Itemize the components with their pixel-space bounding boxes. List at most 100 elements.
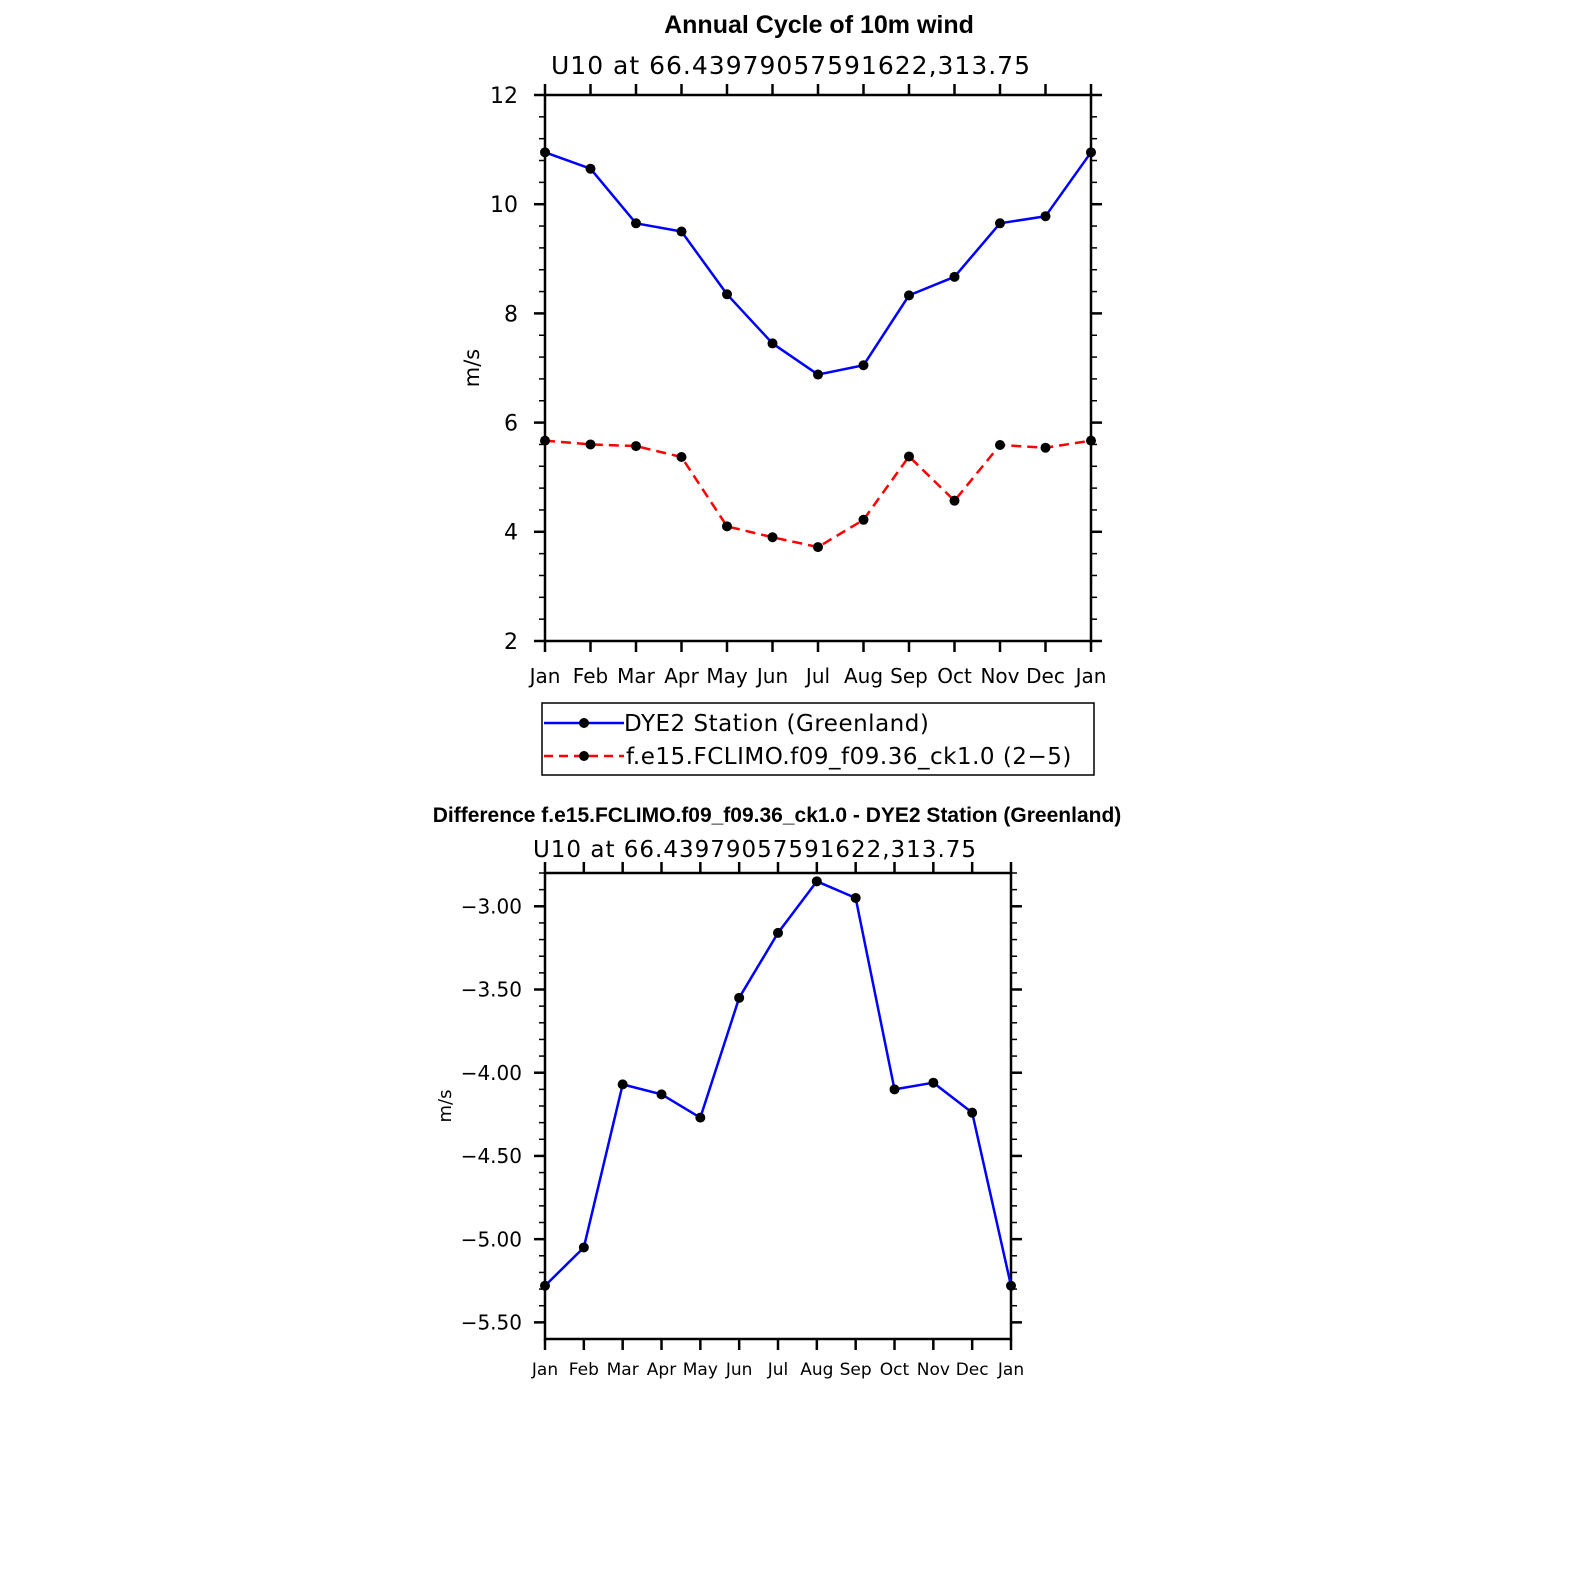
chart2-xtick-label: Jan (997, 1360, 1024, 1380)
chart1-ytick-label: 6 (504, 412, 518, 437)
chart2-xtick-label: Dec (956, 1360, 989, 1380)
chart1-series-1-point (813, 542, 823, 553)
chart2-xtick-label: Jan (531, 1360, 558, 1380)
chart2-ytick-label: −4.50 (461, 1144, 522, 1168)
chart1-series-0-point (1040, 211, 1051, 222)
chart1-xtick-label: Jan (528, 664, 561, 688)
chart1-xtick-label: May (706, 664, 748, 688)
chart1-series-1-point (631, 441, 641, 452)
chart1-xtick-label: Dec (1026, 664, 1065, 688)
chart1-series-0-point (858, 360, 869, 371)
chart2-series-0-point (889, 1084, 900, 1095)
legend-marker-model (579, 751, 589, 761)
chart1-series-1-point (1040, 442, 1051, 453)
chart1-ytick-label: 10 (490, 193, 518, 218)
chart2-xtick-label: Aug (800, 1360, 833, 1380)
chart2-series-0-point (811, 876, 822, 887)
chart1-series-0-point (676, 226, 687, 237)
chart1-series-0-point (585, 163, 596, 174)
chart1-series-0-point (904, 290, 914, 301)
chart1-series-0-point (540, 147, 550, 158)
chart2-series-0-point (967, 1107, 978, 1118)
chart2-xtick-label: May (683, 1360, 718, 1380)
chart1-ytick-label: 8 (504, 302, 518, 327)
chart1-series-1-point (585, 439, 596, 450)
legend-label-model: f.e15.FCLIMO.f09_f09.36_ck1.0 (2−5) (626, 744, 1072, 770)
chart1-series-1-point (767, 532, 778, 543)
chart1-frame (543, 93, 1093, 643)
chart1-series-0-point (813, 369, 823, 380)
chart1-xtick-label: Aug (844, 664, 883, 688)
chart1-plot-area (540, 147, 1096, 553)
chart2-ytick-label: −4.00 (461, 1061, 522, 1085)
chart1-legend: DYE2 Station (Greenland) f.e15.FCLIMO.f0… (541, 702, 1095, 776)
chart1-series-0-point (995, 218, 1005, 229)
chart2-xtick-label: Feb (569, 1360, 599, 1380)
chart1-series-0-point (767, 338, 778, 349)
chart2-ytick-label: −5.50 (461, 1311, 522, 1335)
chart1-subtitle: U10 at 66.43979057591622,313.75 (551, 51, 1031, 80)
chart2-series-0-point (850, 892, 861, 903)
chart1-series-0-line (544, 151, 1093, 376)
chart1-series-1-point (949, 495, 960, 506)
chart2-series-0-point (1006, 1280, 1016, 1291)
chart2-ylabel: m/s (435, 1090, 456, 1123)
chart2-ytick-label: −3.50 (461, 978, 522, 1002)
chart1-series-1-point (1086, 435, 1096, 446)
chart2-series-0-line (544, 880, 1013, 1287)
chart1-xtick-label: Apr (664, 664, 699, 688)
chart2-subtitle: U10 at 66.43979057591622,313.75 (533, 837, 977, 863)
annual-cycle-chart: Annual Cycle of 10m wind U10 at 66.43979… (460, 11, 1106, 776)
chart1-series-1-point (540, 435, 550, 446)
chart1-xtick-label: Jun (755, 664, 788, 688)
chart1-series-0-point (631, 218, 641, 229)
legend-box (541, 702, 1095, 776)
chart2-xtick-label: Sep (840, 1360, 872, 1380)
chart1-series-0-point (1086, 147, 1096, 158)
chart1-ytick-label: 12 (490, 84, 518, 109)
chart2-plot-area (540, 876, 1016, 1291)
chart1-series-1-point (904, 451, 914, 462)
chart1-ytick-label: 2 (504, 630, 518, 655)
chart2-xtick-label: Mar (607, 1360, 639, 1380)
chart2-series-0-point (617, 1079, 628, 1090)
chart1-xtick-label: Sep (890, 664, 928, 688)
chart1-series-1-point (858, 514, 869, 525)
chart1-series-0-point (722, 289, 732, 300)
legend-marker-obs (579, 718, 589, 728)
chart2-series-0-point (540, 1280, 550, 1291)
chart2-series-0-point (928, 1077, 939, 1088)
chart1-series-1-point (722, 521, 732, 532)
chart1-xtick-label: Oct (937, 664, 972, 688)
chart1-ylabel: m/s (460, 349, 484, 387)
chart2-xtick-label: Nov (917, 1360, 950, 1380)
chart1-xtick-label: Jan (1074, 664, 1107, 688)
chart1-series-0-point (949, 271, 960, 282)
chart2-series-0-point (773, 927, 783, 938)
chart1-xtick-label: Feb (573, 664, 608, 688)
chart1-ytick-label: 4 (504, 521, 518, 546)
chart1-title: Annual Cycle of 10m wind (664, 11, 974, 39)
chart2-ytick-label: −5.00 (461, 1227, 522, 1251)
chart2-series-0-point (695, 1112, 706, 1123)
chart2-series-0-point (734, 992, 745, 1003)
chart1-xtick-label: Nov (980, 664, 1019, 688)
chart1-series-1-point (676, 451, 687, 462)
chart2-xtick-label: Oct (880, 1360, 910, 1380)
chart2-xtick-label: Jul (767, 1360, 789, 1380)
chart2-ytick-label: −3.00 (461, 894, 522, 918)
chart1-axes: Jan Feb Mar Apr May Jun Jul Aug Sep Oct Nov Dec Jan 2… (490, 84, 1106, 688)
chart1-series-1-line (544, 439, 1092, 549)
chart2-xtick-label: Apr (647, 1360, 676, 1380)
chart2-series-0-point (656, 1089, 667, 1100)
chart2-axes: Jan Feb Mar Apr May Jun Jul Aug Sep Oct Nov Dec Jan −… (461, 862, 1024, 1380)
difference-chart: Difference f.e15.FCLIMO.f09_f09.36_ck1.0… (433, 804, 1122, 1380)
chart1-xtick-label: Mar (617, 664, 656, 688)
chart1-series-1-point (995, 439, 1005, 450)
chart2-xtick-label: Jun (725, 1360, 753, 1380)
chart2-title: Difference f.e15.FCLIMO.f09_f09.36_ck1.0… (433, 804, 1122, 827)
chart2-frame (543, 871, 1013, 1341)
chart2-series-0-point (578, 1242, 589, 1253)
legend-label-obs: DYE2 Station (Greenland) (624, 711, 929, 737)
